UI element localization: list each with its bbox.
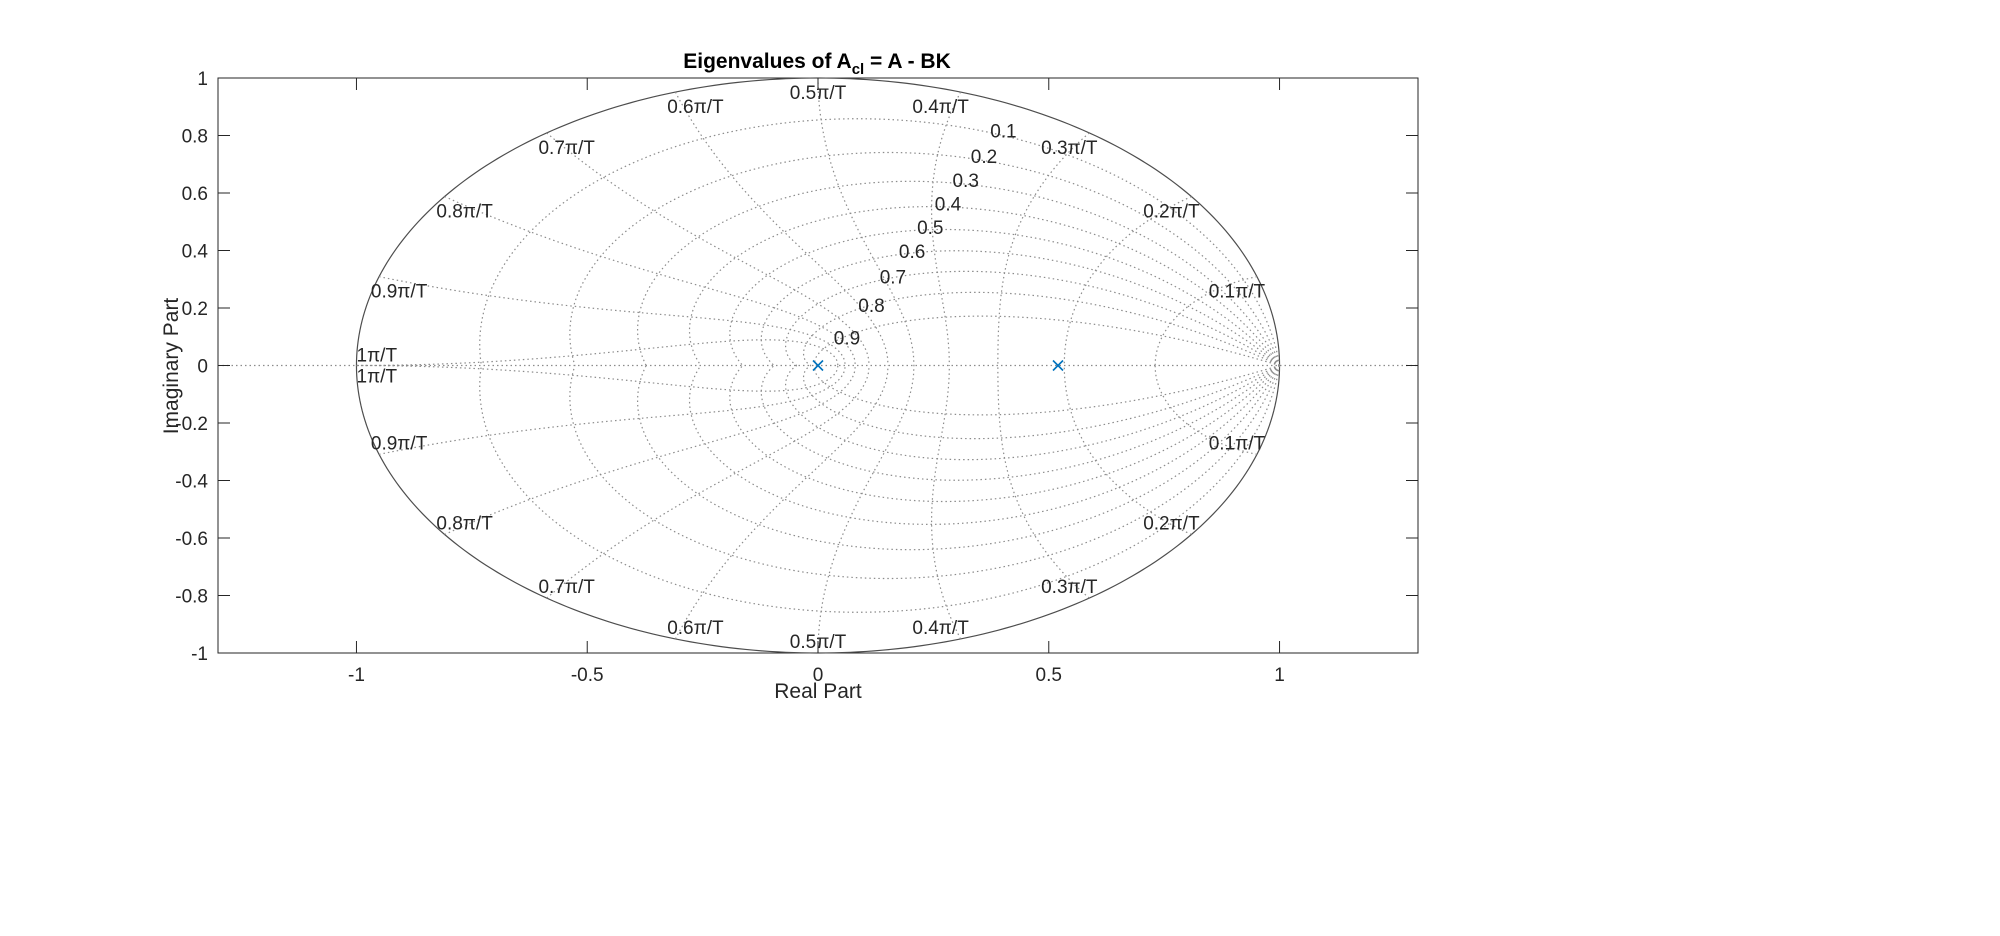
damping-line-upper-0.9 — [814, 315, 1280, 367]
frequency-label-lower: 0.2π/T — [1143, 514, 1200, 535]
frequency-label-upper: 0.3π/T — [1041, 138, 1098, 159]
frequency-line-lower-1 — [1063, 365, 1192, 536]
frequency-label-lower: 0.1π/T — [1209, 433, 1266, 454]
damping-line-upper-0.2 — [569, 151, 1281, 366]
frequency-label-upper: 0.4π/T — [912, 97, 969, 118]
y-tick-label: 1 — [197, 69, 208, 90]
frequency-line-lower-2 — [997, 365, 1090, 599]
damping-line-lower-0.2 — [569, 365, 1281, 580]
y-tick-label: -0.8 — [175, 587, 208, 608]
frequency-line-lower-4 — [817, 365, 915, 654]
frequency-label-lower: 0.9π/T — [371, 433, 428, 454]
frequency-label-upper: 0.7π/T — [538, 138, 595, 159]
damping-line-lower-0.6 — [760, 365, 1280, 481]
y-tick-label: -1 — [191, 644, 208, 665]
frequency-label-lower: 0.3π/T — [1041, 577, 1098, 598]
damping-line-lower-0.1 — [479, 365, 1281, 613]
frequency-label-lower: 0.7π/T — [538, 577, 595, 598]
damping-line-lower-0.4 — [688, 365, 1281, 525]
y-tick-label: 0 — [197, 357, 208, 378]
damping-label: 0.5 — [917, 218, 943, 239]
y-tick-label: 0.4 — [182, 242, 209, 263]
eigenvalue-marker — [1052, 359, 1064, 372]
y-tick-label: 0.2 — [182, 299, 208, 320]
damping-line-upper-0.5 — [729, 228, 1280, 366]
frequency-label-upper: 1π/T — [357, 346, 398, 367]
axes: -1 -0.5 0 0.5 1-1-0.8-0.6-0.4-0.200.20.40.60… — [175, 69, 1418, 686]
y-axis-title: Imaginary Part — [160, 298, 183, 435]
frequency-label-lower: 0.6π/T — [667, 618, 724, 639]
damping-label: 0.9 — [834, 328, 860, 349]
frequency-line-lower-0 — [1154, 365, 1258, 455]
y-tick-label: -0.2 — [175, 414, 208, 435]
frequency-line-lower-9 — [356, 364, 839, 392]
frequency-line-upper-9 — [356, 339, 839, 367]
marker-stroke — [1052, 359, 1064, 372]
y-tick-label: -0.6 — [175, 529, 208, 550]
damping-label: 0.2 — [971, 147, 997, 168]
frequency-line-lower-8 — [378, 365, 846, 455]
frequency-label-upper: 0.9π/T — [371, 282, 428, 303]
frequency-label-lower: 0.5π/T — [790, 632, 847, 653]
damping-line-lower-0.9 — [814, 364, 1280, 416]
grid-labels: 0.1 0.2 0.3 0.40.5 0.6 0.7 0.8 0.9 0.1π/T 0.1π/T 0… — [357, 83, 1266, 653]
frequency-label-upper: 0.1π/T — [1209, 282, 1266, 303]
damping-line-upper-0.7 — [784, 270, 1280, 367]
frequency-label-upper: 0.6π/T — [667, 97, 724, 118]
eigenvalue-markers — [812, 359, 1064, 372]
x-tick-label: -0.5 — [571, 665, 604, 686]
damping-label: 0.8 — [858, 296, 884, 317]
frequency-label-lower: 0.8π/T — [436, 514, 493, 535]
x-tick-label: -1 — [348, 665, 365, 686]
chart-title: Eigenvalues of Acl = A - BK — [683, 50, 951, 78]
damping-label: 0.3 — [952, 171, 978, 192]
x-axis-title: Real Part — [774, 680, 862, 703]
frequency-label-upper: 0.2π/T — [1143, 202, 1200, 223]
x-tick-label: 0 — [813, 665, 824, 686]
damping-label: 0.7 — [880, 268, 906, 289]
frequency-line-lower-7 — [444, 365, 856, 536]
damping-label: 0.4 — [935, 195, 962, 216]
x-tick-label: 1 — [1274, 665, 1285, 686]
damping-line-upper-0.4 — [688, 206, 1281, 366]
frequency-line-upper-2 — [997, 132, 1090, 366]
y-tick-label: 0.8 — [182, 127, 208, 148]
damping-label: 0.1 — [990, 121, 1016, 142]
damping-label: 0.6 — [899, 242, 925, 263]
frequency-line-upper-6 — [546, 132, 870, 366]
frequency-line-upper-4 — [817, 77, 915, 366]
frequency-label-upper: 0.8π/T — [436, 202, 493, 223]
x-tick-label: 0.5 — [1036, 665, 1062, 686]
marker-stroke — [812, 359, 824, 372]
damping-line-lower-0.5 — [729, 365, 1280, 503]
frequency-label-upper: 0.5π/T — [790, 83, 847, 104]
frequency-line-upper-5 — [674, 91, 889, 366]
frequency-line-upper-8 — [378, 276, 846, 366]
frequency-line-upper-0 — [1154, 276, 1258, 366]
frequency-line-lower-6 — [546, 365, 870, 599]
frequency-line-lower-5 — [674, 365, 889, 640]
damping-line-lower-0.7 — [784, 364, 1280, 461]
frequency-label-lower: 1π/T — [357, 367, 398, 388]
y-tick-label: -0.4 — [175, 472, 208, 493]
damping-line-upper-0.6 — [760, 250, 1280, 366]
frequency-line-upper-7 — [444, 195, 856, 366]
frequency-line-upper-1 — [1063, 195, 1192, 366]
eigenvalue-marker — [812, 359, 824, 372]
frequency-label-lower: 0.4π/T — [912, 618, 969, 639]
damping-line-upper-0.1 — [479, 118, 1281, 366]
y-tick-label: 0.6 — [182, 184, 208, 205]
